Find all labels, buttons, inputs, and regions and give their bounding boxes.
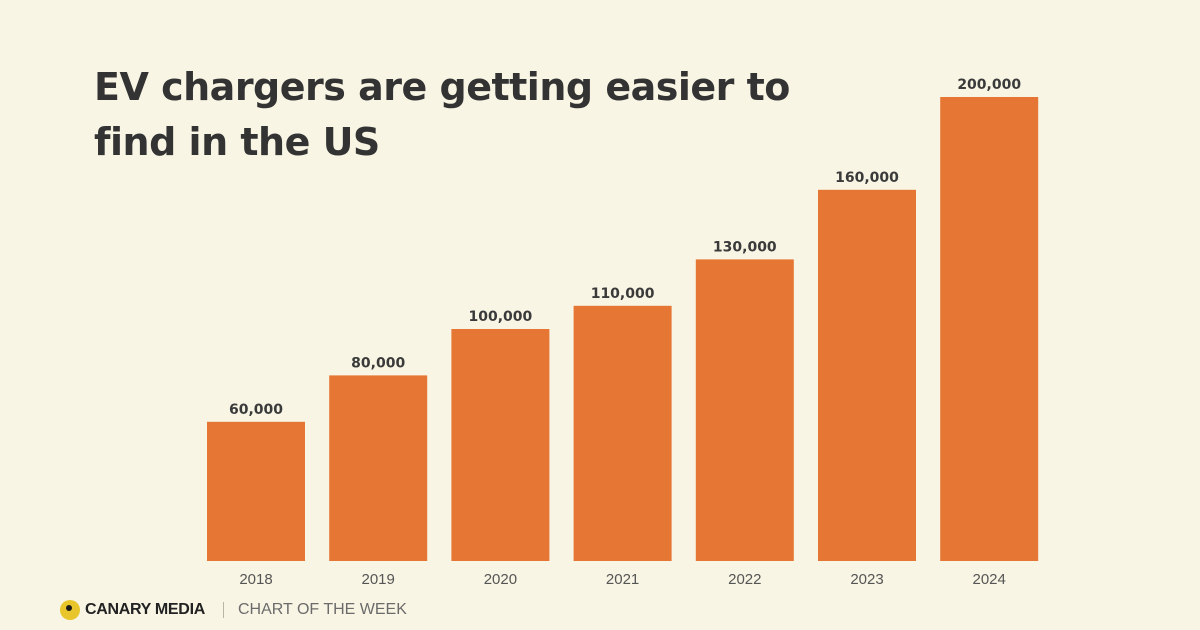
bar-2022 (695, 259, 794, 561)
bar-2018 (207, 421, 305, 561)
bar-value-label-2019: 80,000 (351, 355, 405, 371)
brand-name: CANARY MEDIA (85, 601, 205, 618)
bar-value-label-2018: 60,000 (229, 402, 283, 418)
x-tick-label-2024: 2024 (973, 571, 1006, 588)
bar-2024 (940, 97, 1039, 561)
bar-2023 (818, 189, 916, 562)
page-title: EV chargers are getting easier to find i… (94, 65, 790, 164)
x-tick-label-2022: 2022 (728, 571, 761, 588)
bar-value-label-2020: 100,000 (469, 309, 533, 325)
bar-2021 (573, 305, 672, 561)
bar-value-label-2023: 160,000 (835, 170, 899, 186)
footer-divider (222, 602, 224, 618)
x-tick-label-2023: 2023 (850, 571, 883, 588)
x-tick-label-2021: 2021 (606, 571, 639, 588)
footer-tagline: CHART OF THE WEEK (237, 601, 407, 618)
bar-value-label-2021: 110,000 (591, 286, 655, 302)
footer: CANARY MEDIA CHART OF THE WEEK (60, 596, 407, 624)
canary-circle-icon (60, 600, 80, 620)
x-tick-label-2018: 2018 (239, 571, 272, 588)
x-tick-label-2020: 2020 (484, 571, 517, 588)
logo-dot (66, 605, 72, 611)
value-labels-group: 60,000 80,000 100,000 110,000 130,000 160,000… (229, 77, 1021, 418)
bar-value-label-2022: 130,000 (713, 239, 777, 255)
bar-value-label-2024: 200,000 (957, 77, 1021, 93)
bar-2020 (451, 329, 550, 561)
bars-group (207, 97, 1039, 562)
x-tick-labels-group: 2018 2019 2020 2021 2022 2023 2024 (239, 571, 1006, 588)
x-tick-label-2019: 2019 (362, 571, 395, 588)
bar-2019 (329, 375, 428, 561)
